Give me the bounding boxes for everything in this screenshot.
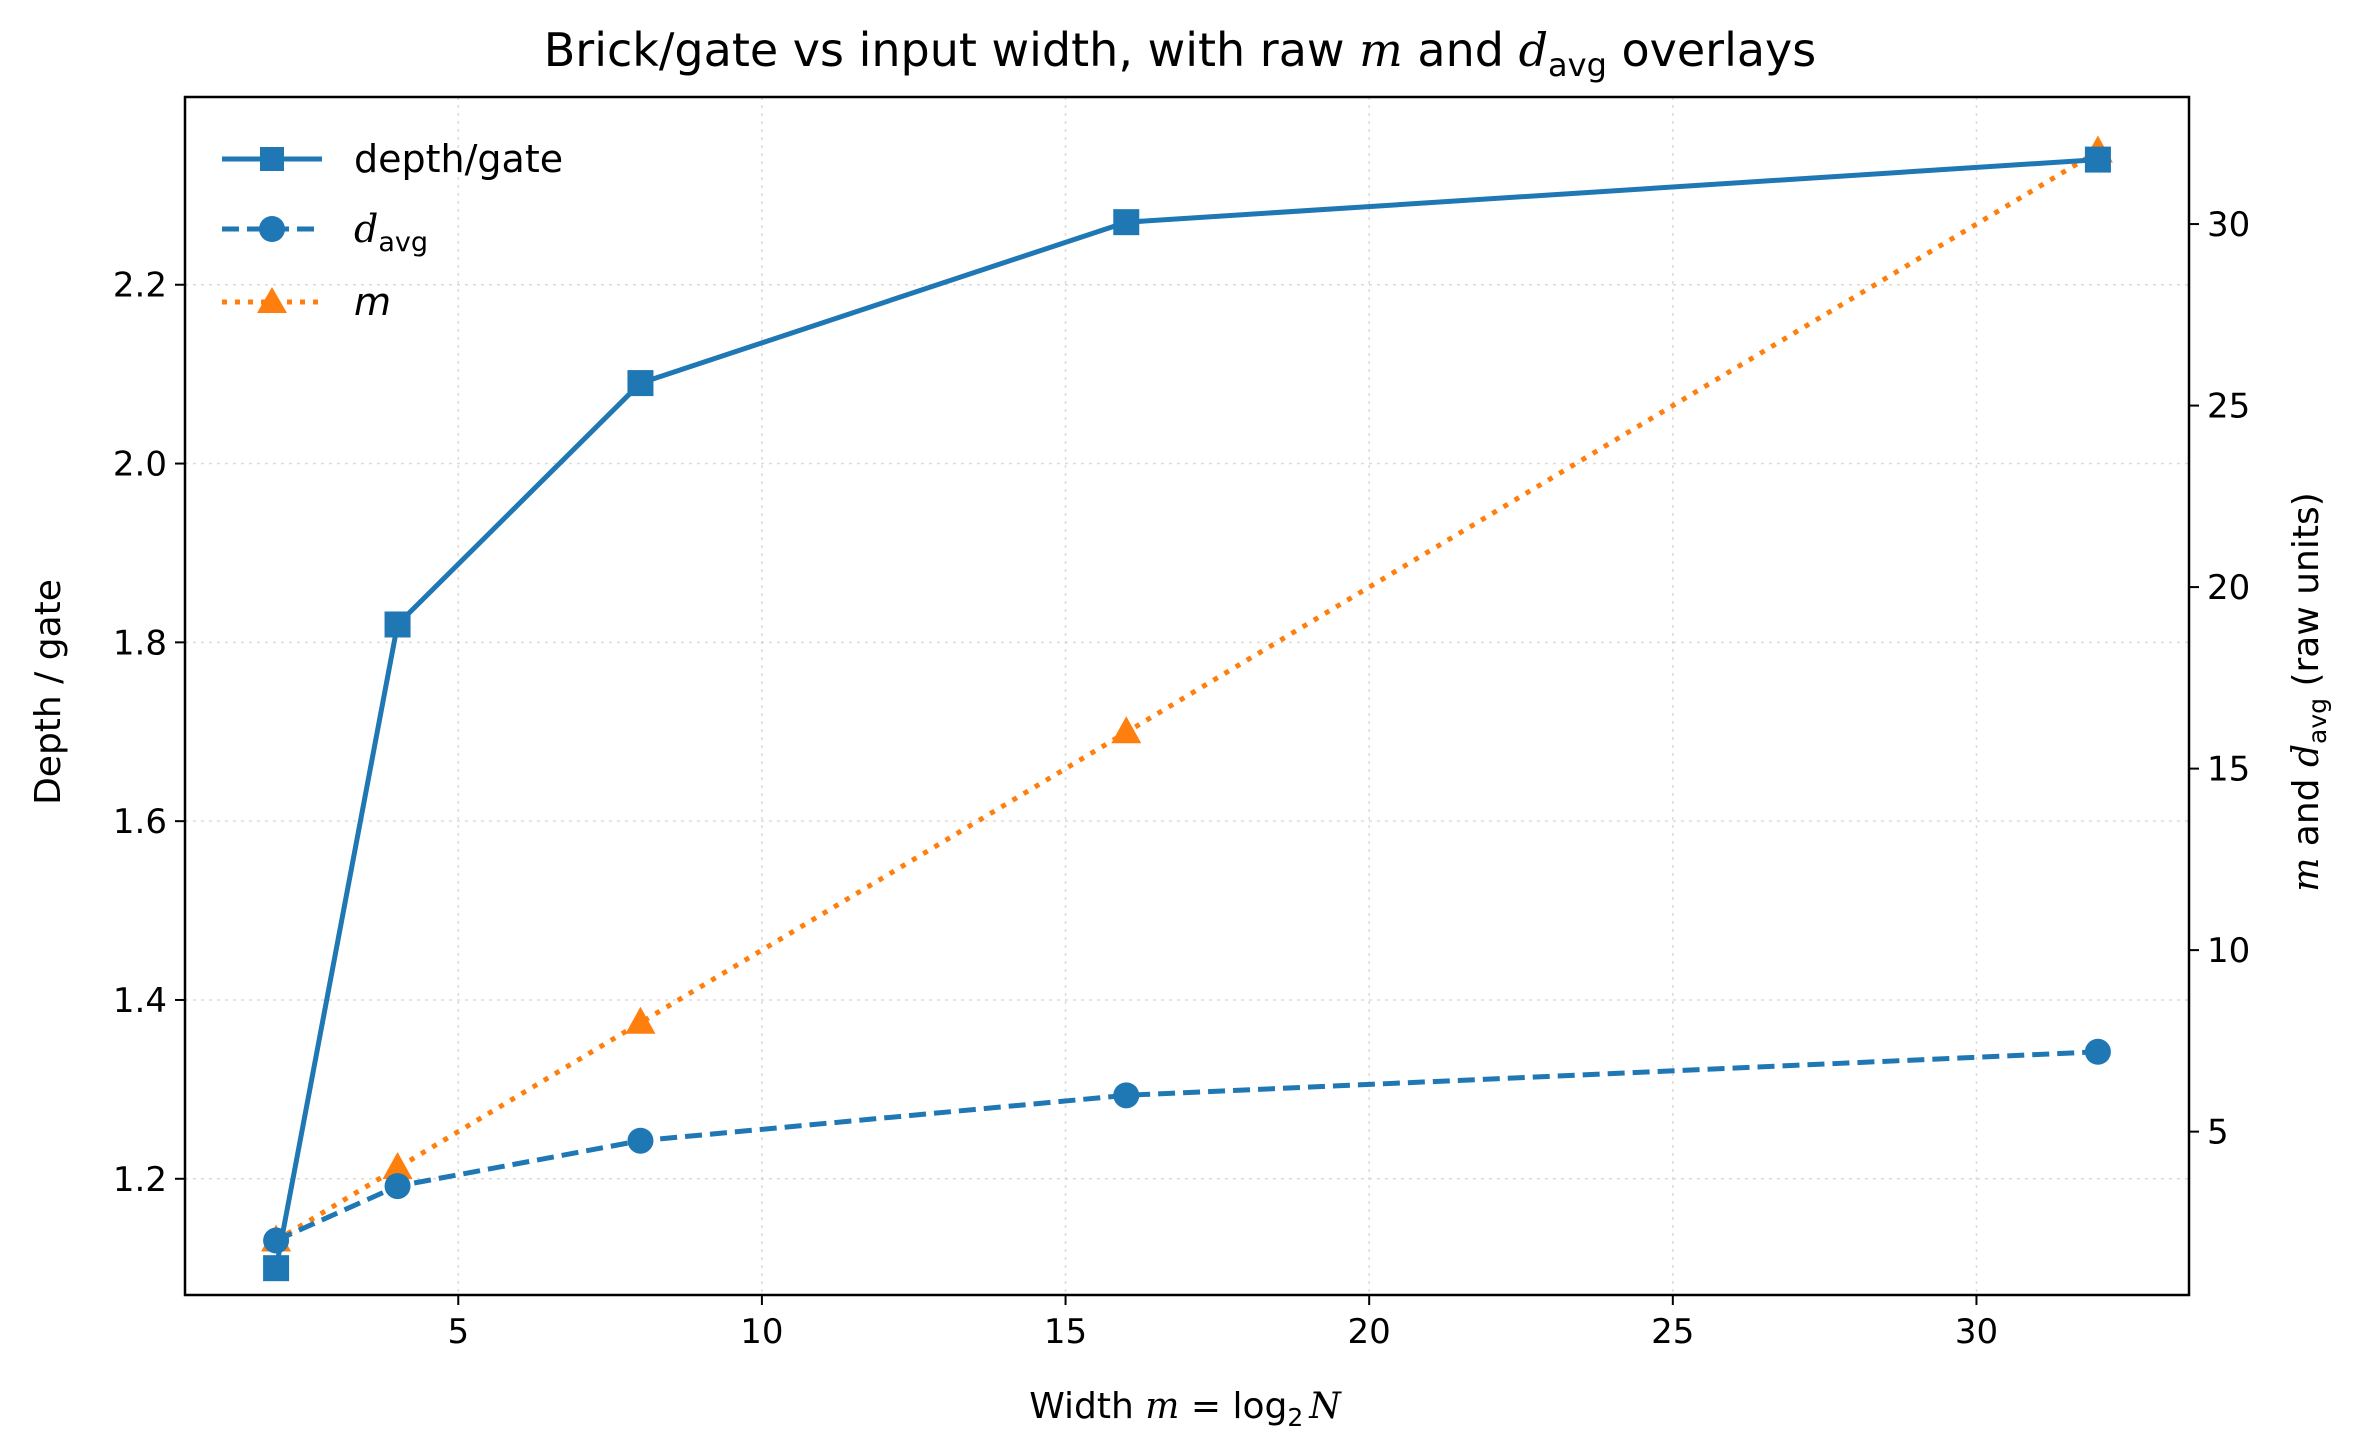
x-tick-label: 5 bbox=[447, 1312, 469, 1352]
y-left-tick-label: 2.0 bbox=[113, 445, 167, 485]
data-point-depth-gate bbox=[627, 370, 654, 397]
series-line-m bbox=[274, 149, 2100, 1243]
legend-square-marker bbox=[260, 147, 284, 171]
y-right-tick-label: 20 bbox=[2207, 568, 2250, 608]
y-left-tick-label: 1.8 bbox=[113, 623, 167, 663]
x-tick-label: 30 bbox=[1955, 1312, 1998, 1352]
data-point-d-avg bbox=[384, 1173, 411, 1200]
y-right-tick-label: 30 bbox=[2207, 205, 2250, 245]
data-point-m bbox=[625, 1006, 656, 1034]
legend-entry-depth-gate: depth/gate bbox=[222, 137, 563, 181]
y-axis-left-label: Depth / gate bbox=[28, 579, 69, 805]
data-point-depth-gate bbox=[384, 611, 411, 638]
legend-label-d-avg: davg bbox=[354, 207, 428, 258]
chart-title: Brick/gate vs input width, with raw m an… bbox=[544, 23, 1816, 84]
legend-label-depth-gate: depth/gate bbox=[354, 137, 563, 181]
y-left-tick-label: 1.2 bbox=[113, 1160, 167, 1200]
legend-circle-marker bbox=[259, 216, 285, 242]
plot-frame bbox=[183, 95, 2191, 1297]
series-layer bbox=[261, 135, 2113, 1282]
data-point-d-avg bbox=[1113, 1082, 1140, 1109]
data-point-m bbox=[1111, 716, 1142, 744]
legend-triangle-marker bbox=[257, 287, 287, 313]
y-right-tick-label: 25 bbox=[2207, 387, 2250, 427]
grid-layer bbox=[185, 97, 2189, 1295]
legend: depth/gate davg m bbox=[222, 137, 563, 324]
data-point-depth-gate bbox=[2084, 146, 2111, 173]
data-point-d-avg bbox=[2084, 1038, 2111, 1065]
y-right-tick-label: 15 bbox=[2207, 750, 2250, 790]
data-point-depth-gate bbox=[263, 1255, 290, 1282]
x-tick-label: 20 bbox=[1348, 1312, 1391, 1352]
x-tick-label: 10 bbox=[740, 1312, 783, 1352]
y-left-tick-label: 1.6 bbox=[113, 802, 167, 842]
legend-entry-m: m bbox=[222, 280, 391, 324]
y-left-tick-label: 1.4 bbox=[113, 981, 167, 1021]
y-left-tick-label: 2.2 bbox=[113, 266, 167, 306]
data-point-d-avg bbox=[627, 1127, 654, 1154]
legend-label-m: m bbox=[354, 280, 391, 324]
y-right-tick-label: 5 bbox=[2207, 1113, 2229, 1153]
axes-layer: 5 10 15 20 25 30 1.2 1.4 1.6 1.8 2.0 2.2 5 10 15 20 25 30 bbox=[113, 95, 2250, 1352]
y-right-tick-label: 10 bbox=[2207, 931, 2250, 971]
x-axis-label: Width m = log2 N bbox=[1029, 1386, 1342, 1432]
x-tick-label: 25 bbox=[1651, 1312, 1694, 1352]
data-point-m bbox=[382, 1151, 413, 1179]
data-point-depth-gate bbox=[1113, 209, 1140, 236]
x-tick-label: 15 bbox=[1044, 1312, 1087, 1352]
legend-entry-d-avg: davg bbox=[222, 207, 428, 258]
y-axis-right-label: m and davg (raw units) bbox=[2286, 492, 2332, 892]
